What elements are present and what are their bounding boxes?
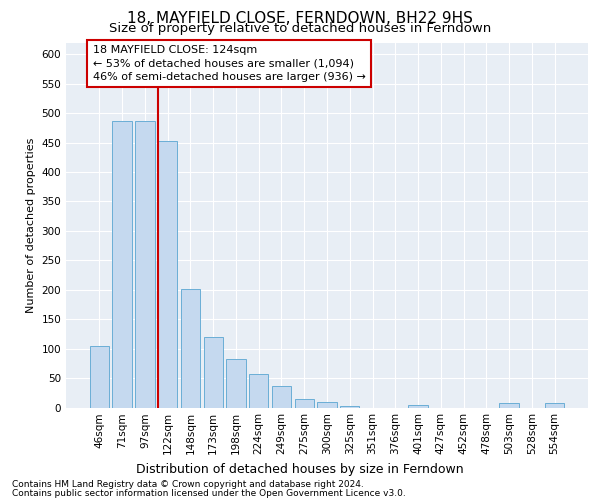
Bar	[295, 398, 314, 407]
Bar	[158, 141, 178, 407]
Bar	[135, 121, 155, 408]
Text: Distribution of detached houses by size in Ferndown: Distribution of detached houses by size …	[136, 462, 464, 475]
Bar	[272, 386, 291, 407]
Text: Contains public sector information licensed under the Open Government Licence v3: Contains public sector information licen…	[12, 489, 406, 498]
Text: Contains HM Land Registry data © Crown copyright and database right 2024.: Contains HM Land Registry data © Crown c…	[12, 480, 364, 489]
Bar	[90, 346, 109, 408]
Bar	[249, 374, 268, 408]
Bar	[409, 404, 428, 407]
Text: Size of property relative to detached houses in Ferndown: Size of property relative to detached ho…	[109, 22, 491, 35]
Bar	[181, 288, 200, 408]
Bar	[203, 337, 223, 407]
Bar	[317, 402, 337, 407]
Bar	[340, 406, 359, 408]
Bar	[226, 358, 245, 408]
Bar	[499, 404, 519, 407]
Text: 18 MAYFIELD CLOSE: 124sqm
← 53% of detached houses are smaller (1,094)
46% of se: 18 MAYFIELD CLOSE: 124sqm ← 53% of detac…	[92, 46, 365, 82]
Text: 18, MAYFIELD CLOSE, FERNDOWN, BH22 9HS: 18, MAYFIELD CLOSE, FERNDOWN, BH22 9HS	[127, 11, 473, 26]
Bar	[545, 404, 564, 407]
Bar	[112, 121, 132, 408]
Y-axis label: Number of detached properties: Number of detached properties	[26, 138, 36, 312]
